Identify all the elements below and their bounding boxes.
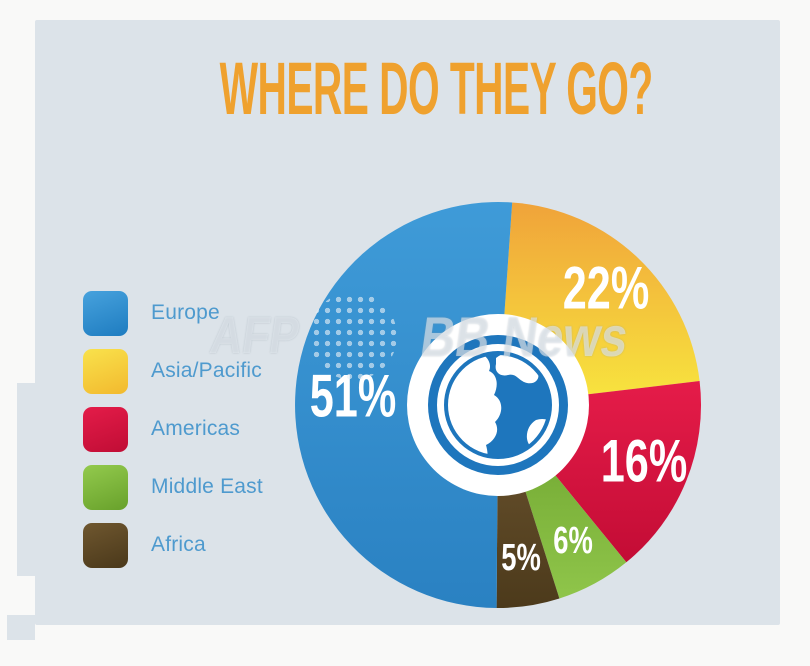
legend-label: Africa [151,533,206,556]
watermark-globe-icon [309,292,397,380]
slice-percent-label: 16% [600,427,687,495]
legend-item: Asia/Pacific [83,348,263,394]
legend-swatch [83,464,128,510]
legend-swatch [83,348,128,394]
legend-label: Europe [151,301,220,324]
legend-label: Middle East [151,475,263,498]
legend-item: Americas [83,406,263,452]
legend-swatch [83,522,128,568]
watermark: AFP BB News [203,288,646,384]
watermark-bbnews-text: BB News [416,304,632,368]
slice-percent-label: 22% [563,255,650,323]
globe-icon [428,335,568,475]
legend-label: Asia/Pacific [151,359,262,382]
legend-label: Americas [151,417,241,440]
watermark-afp-text: AFP [206,307,304,365]
bottom-left-stub [7,615,35,640]
legend-swatch [83,290,128,336]
legend-item: Middle East [83,464,263,510]
chart-title: WHERE DO THEY GO? [219,47,654,130]
left-edge-tab [17,383,37,576]
slice-percent-label: 5% [501,537,542,580]
legend-swatch [83,406,128,452]
legend-item: Europe [83,290,263,336]
slice-percent-label: 6% [552,519,593,562]
legend-item: Africa [83,522,263,568]
legend: Europe Asia/Pacific Americas Middle East Afr… [83,290,263,580]
